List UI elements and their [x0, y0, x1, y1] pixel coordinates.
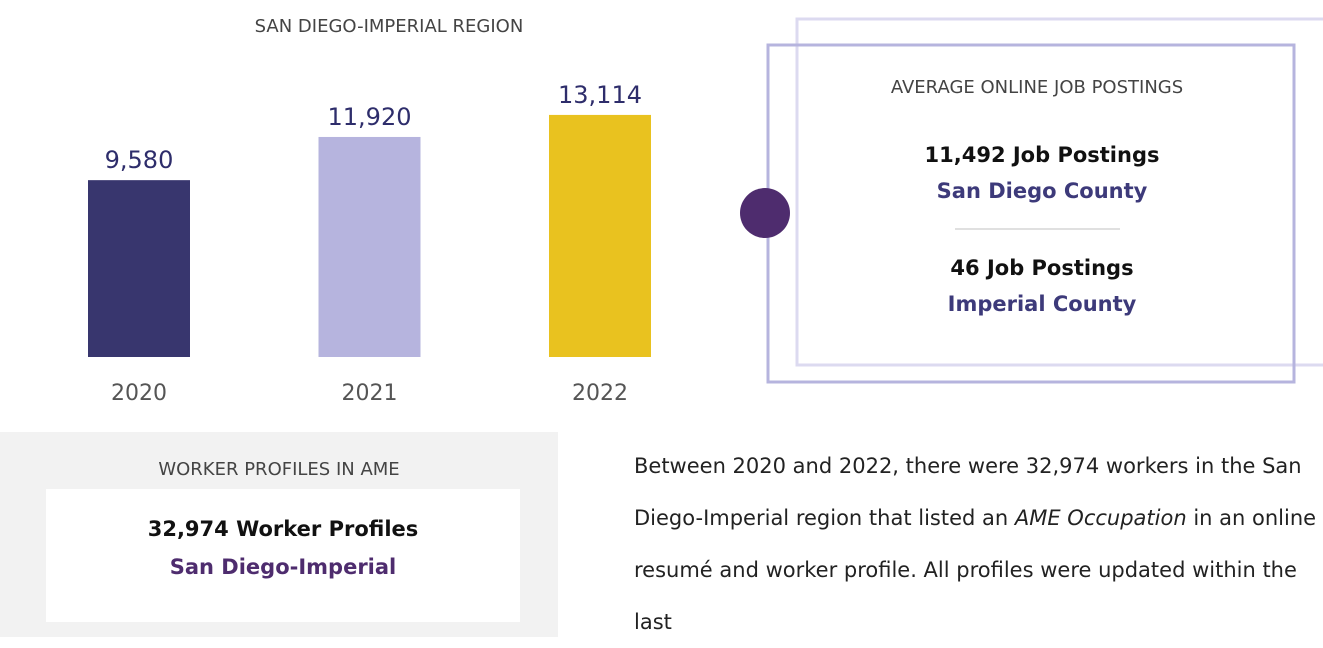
text: in an online resumé and worker profile. … [634, 506, 1317, 634]
value-label: 11,920 [328, 103, 412, 131]
profiles-count: 32,974 Worker Profiles [148, 517, 419, 541]
italic-text: AME Occupation [1014, 506, 1187, 530]
bar [318, 136, 421, 357]
profiles-area: San Diego-Imperial [170, 555, 397, 579]
bullet-dot [740, 188, 790, 238]
bar [88, 180, 190, 357]
postings-title: AVERAGE ONLINE JOB POSTINGS [891, 77, 1183, 98]
postings-area: San Diego County [937, 179, 1148, 203]
description: Between 2020 and 2022, there were 32,974… [634, 440, 1320, 648]
bar [549, 114, 651, 357]
profiles-card [46, 489, 520, 622]
postings-count: 11,492 Job Postings [925, 143, 1160, 167]
profiles-title: WORKER PROFILES IN AME [158, 459, 399, 480]
value-label: 13,114 [558, 81, 642, 109]
x-tick-label: 2020 [111, 381, 167, 406]
back-frame [795, 17, 1323, 367]
bar-chart: 9,580 2020 11,920 2021 13,114 2022 [88, 81, 651, 406]
text: Between 2020 and 2022, there were 32,974… [634, 454, 1302, 530]
x-tick-label: 2021 [342, 381, 398, 406]
postings-count: 46 Job Postings [950, 256, 1133, 280]
chart-title: SAN DIEGO-IMPERIAL REGION [255, 16, 524, 37]
postings-area: Imperial County [948, 292, 1137, 316]
x-tick-label: 2022 [572, 381, 628, 406]
value-label: 9,580 [105, 146, 174, 174]
